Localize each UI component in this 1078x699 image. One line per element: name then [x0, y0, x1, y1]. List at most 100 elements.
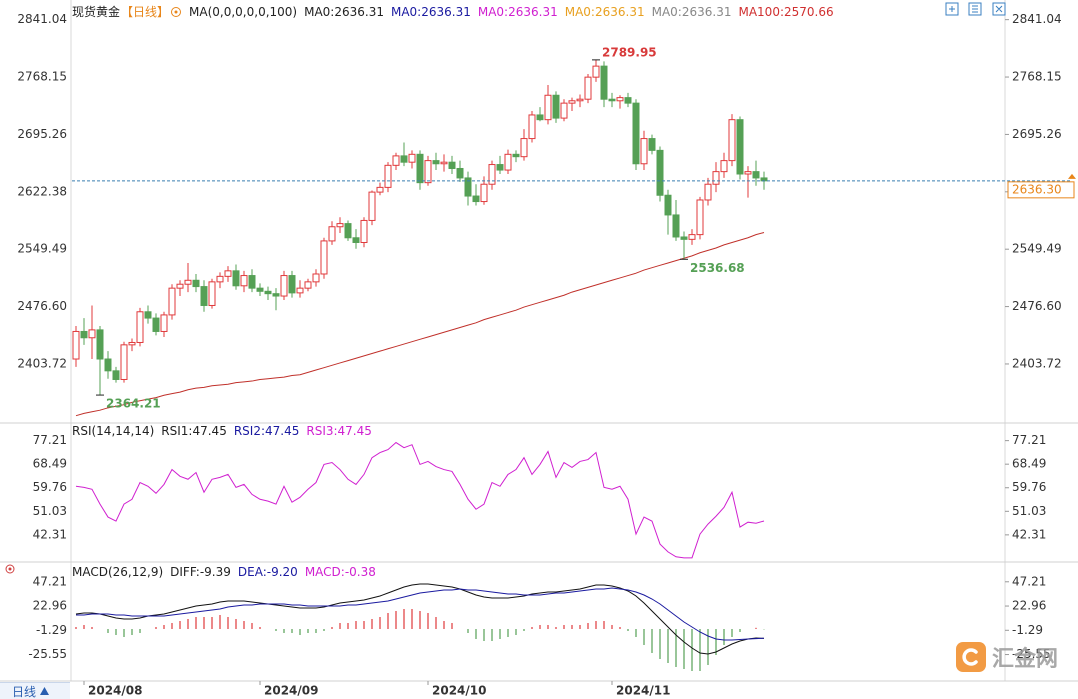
y-tick-label: 2549.49	[17, 242, 67, 256]
legend-item: RSI1:47.45	[161, 424, 227, 438]
candle-body	[688, 234, 696, 240]
candle-body	[464, 177, 472, 197]
legend-item: MACD(26,12,9)	[72, 565, 164, 579]
candle-body	[200, 286, 208, 306]
settings-icon[interactable]	[5, 564, 15, 574]
candle-body	[224, 270, 232, 277]
candle-body	[296, 287, 304, 294]
dea-line	[76, 587, 765, 641]
candle-body	[672, 214, 680, 238]
icon[interactable]	[968, 2, 982, 16]
candle-body	[608, 98, 616, 102]
candle-body	[568, 100, 576, 104]
candle-body	[368, 191, 376, 221]
y-tick-label: 68.49	[33, 457, 67, 471]
candle-body	[440, 161, 448, 165]
candle-body	[352, 237, 360, 243]
y-tick-label: 47.21	[33, 574, 67, 588]
y-tick-label: -1.29	[36, 623, 67, 637]
candle-body	[304, 281, 312, 289]
icon-glyph	[949, 5, 1003, 13]
candle-body	[328, 226, 336, 242]
candle-body	[208, 281, 216, 306]
y-tick-label-right: 47.21	[1012, 574, 1046, 588]
y-tick-label: 77.21	[33, 433, 67, 447]
legend-item: MA(0,0,0,0,0,100)	[189, 4, 298, 19]
candle-body	[424, 160, 432, 184]
legend-item: MA0:2636.31	[477, 4, 558, 19]
diff-line	[75, 583, 765, 655]
rsi-header: RSI(14,14,14) RSI1:47.45 RSI2:47.45 RSI3:47…	[72, 424, 372, 438]
candle-body	[216, 275, 224, 283]
candle-body	[320, 240, 328, 275]
candle-body	[496, 164, 504, 171]
y-tick-label: -25.55	[28, 647, 67, 661]
candle-body	[680, 236, 688, 240]
candle-body	[192, 279, 200, 288]
legend-item: RSI3:47.45	[306, 424, 372, 438]
candle-body	[72, 330, 80, 360]
candle-body	[384, 164, 392, 188]
caret	[40, 687, 50, 695]
candle-body	[480, 183, 488, 203]
candle-body	[280, 275, 288, 297]
y-tick-label-right: -25.55	[1012, 647, 1051, 661]
y-tick-label-right: 2841.04	[1012, 12, 1062, 26]
candle-body	[144, 311, 152, 319]
y-tick-label: 42.31	[33, 527, 67, 541]
y-tick-label-right: 77.21	[1012, 433, 1046, 447]
candle-body	[704, 183, 712, 201]
candle-body	[360, 219, 368, 243]
candle-body	[96, 329, 104, 360]
legend-item: MA100:2570.66	[738, 4, 834, 19]
candle-body	[504, 153, 512, 171]
y-tick-label-right: -1.29	[1012, 623, 1043, 637]
icon[interactable]	[945, 2, 959, 16]
legend-item: MA0:2636.31	[390, 4, 471, 19]
legend-item: RSI2:47.45	[233, 424, 300, 438]
extreme-label: 2789.95	[602, 45, 657, 59]
x-tick-label: 2024/08	[88, 684, 142, 698]
macd-header: MACD(26,12,9) DIFF:-9.39 DEA:-9.20 MACD:-0.…	[72, 565, 376, 579]
y-tick-label-right: 42.31	[1012, 527, 1046, 541]
icon[interactable]	[992, 2, 1006, 16]
instrument-title: 现货黄金	[72, 5, 121, 19]
candle-body	[248, 275, 256, 289]
x-tick-label: 2024/09	[264, 684, 318, 698]
period-label[interactable]: 【日线】	[121, 5, 170, 19]
extreme-label: 2364.21	[106, 397, 161, 411]
candle-body	[232, 270, 240, 287]
extreme-label: 2536.68	[690, 261, 745, 275]
period-switch-label[interactable]: 日线	[12, 684, 37, 699]
candle-body	[272, 293, 280, 297]
candle-body	[160, 314, 168, 332]
candle-body	[544, 94, 552, 121]
y-tick-label: 2403.72	[17, 356, 67, 370]
candle-body	[168, 287, 176, 316]
candle-body	[752, 171, 760, 179]
watermark-text: 汇金网	[992, 647, 1059, 672]
candle-body	[656, 149, 664, 196]
y-tick-label-right: 2549.49	[1012, 242, 1062, 256]
y-tick-label: 51.03	[33, 504, 67, 518]
legend-item: DIFF:-9.39	[170, 565, 231, 579]
price-arrow	[1068, 173, 1076, 179]
candle-body	[152, 317, 160, 332]
candle-body	[104, 358, 112, 372]
icon[interactable]	[5, 564, 15, 574]
y-tick-label: 2768.15	[17, 70, 67, 84]
candle-body	[176, 283, 184, 289]
candle-body	[616, 97, 624, 102]
candle-body	[264, 290, 272, 295]
toolbar-icons[interactable]	[945, 2, 1006, 16]
y-tick-label-right: 59.76	[1012, 480, 1046, 494]
legend-item: MA0:2636.31	[304, 4, 384, 19]
candle-body	[120, 344, 128, 380]
candle-body	[696, 199, 704, 236]
candle-body	[136, 311, 144, 343]
candle-body	[112, 370, 120, 380]
candle-body	[728, 119, 736, 162]
indicator-icon[interactable]	[170, 6, 182, 18]
candle-body	[456, 167, 464, 179]
period-switch[interactable]: 日线	[0, 682, 70, 699]
